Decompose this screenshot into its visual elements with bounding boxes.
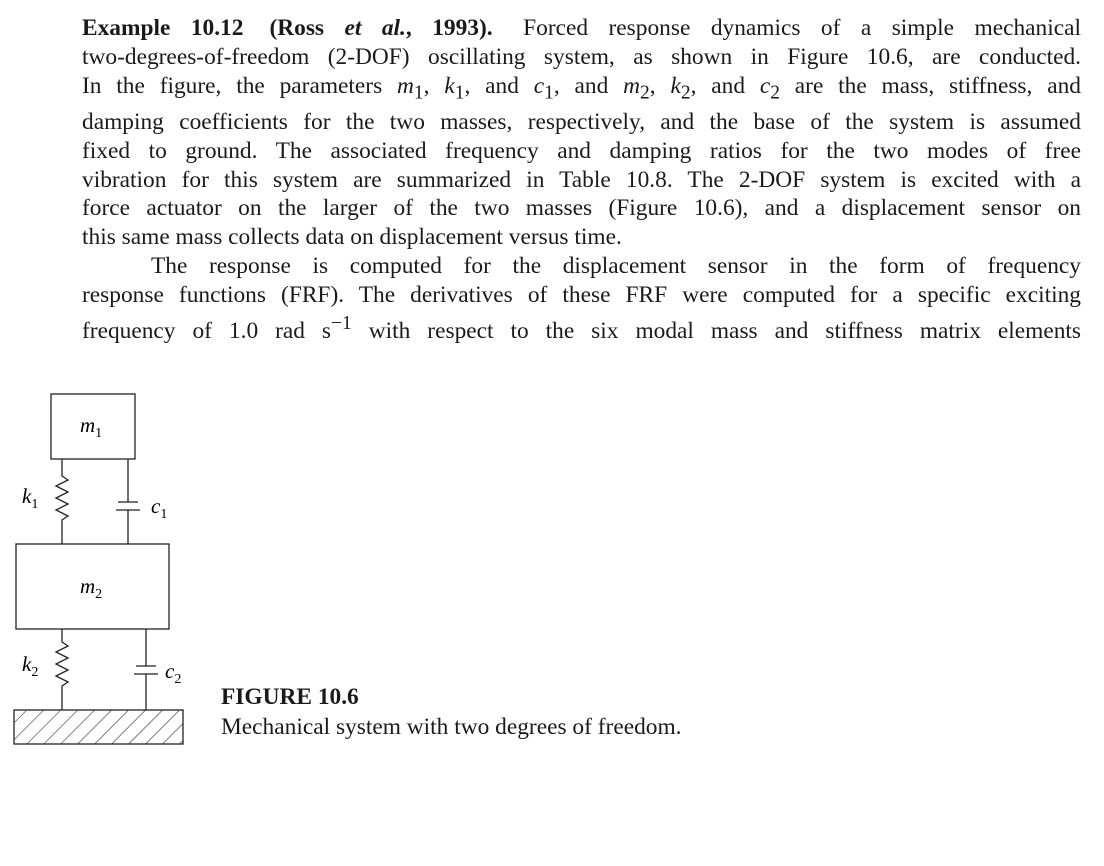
paragraph-line: response functions (FRF). The derivative… — [82, 281, 1081, 308]
k2-label: k2 — [22, 652, 38, 680]
c1-label: c1 — [151, 494, 167, 522]
body-text: Example 10.12 (Ross et al., 1993). Forced… — [82, 14, 1081, 345]
paragraph-line: this same mass collects data on displace… — [82, 224, 622, 251]
damper-c1 — [116, 459, 140, 544]
paragraph-line: two-degrees-of-freedom (2-DOF) oscillati… — [82, 43, 1081, 70]
paragraph-line: frequency of 1.0 rad s−1 with respect to… — [82, 312, 1081, 344]
m2-label: m2 — [80, 574, 102, 602]
paragraph-line: damping coefficients for the two masses,… — [82, 109, 1081, 136]
mass-2-box — [15, 543, 170, 630]
paragraph-line: force actuator on the larger of the two … — [82, 195, 1081, 222]
ground-base — [13, 709, 184, 745]
m1-label: m1 — [80, 413, 102, 441]
citation: (Ross et al., 1993). — [269, 15, 493, 41]
paragraph-line: vibration for this system are summarized… — [82, 166, 1081, 193]
figure-caption: FIGURE 10.6 Mechanical system with two d… — [221, 682, 682, 742]
paragraph-line: Example 10.12 (Ross et al., 1993). Forced… — [82, 14, 1081, 43]
paragraph-line: fixed to ground. The associated frequenc… — [82, 137, 1081, 164]
example-title: Example 10.12 — [82, 15, 244, 41]
spring-k2 — [54, 629, 70, 710]
caption-text: Mechanical system with two degrees of fr… — [221, 714, 682, 740]
lead-text: Forced response dynamics of a simple mec… — [523, 15, 1082, 41]
paragraph-line: In the figure, the parameters m1, k1, an… — [82, 72, 1081, 104]
damper-c2 — [134, 629, 158, 710]
caption-title: FIGURE 10.6 — [221, 684, 359, 710]
k1-label: k1 — [22, 484, 38, 512]
c2-label: c2 — [165, 659, 181, 687]
spring-k1 — [54, 459, 70, 544]
mechanical-system-figure: m1 k1 c1 m2 k2 c2 — [13, 393, 184, 745]
paragraph-line: The response is computed for the displac… — [151, 253, 1081, 280]
mass-1-box — [50, 393, 136, 460]
